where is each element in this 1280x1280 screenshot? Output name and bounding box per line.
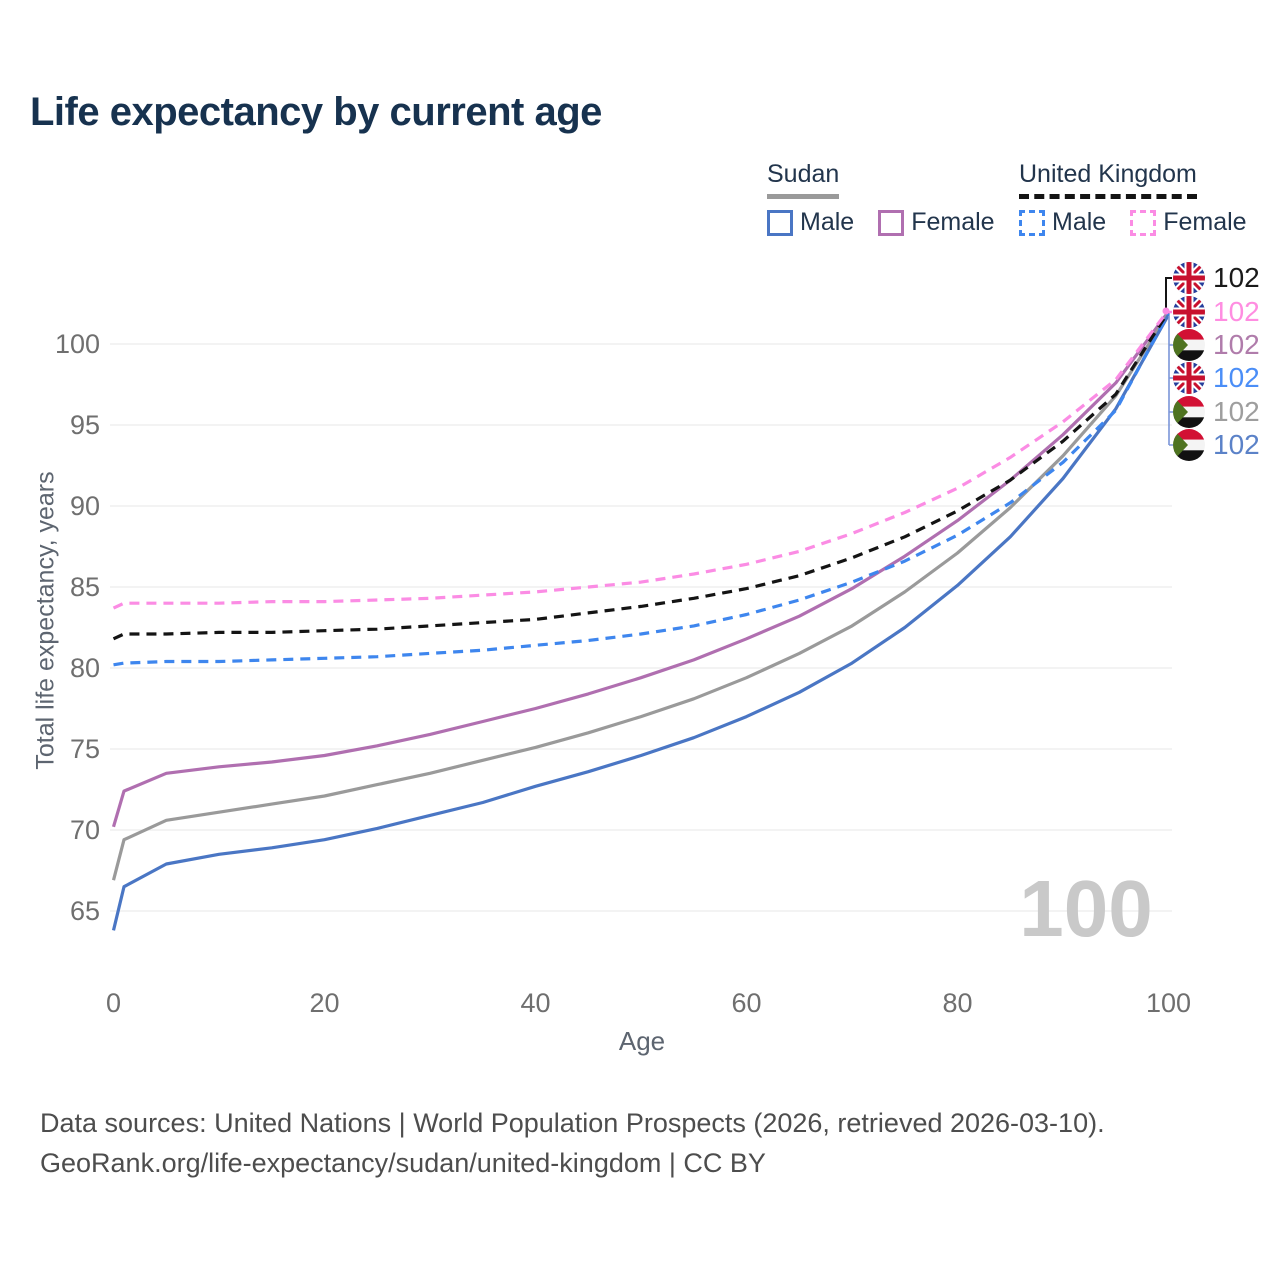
- x-tick-label: 100: [1146, 988, 1191, 1018]
- legend-label-sudan-male: Male: [800, 208, 855, 236]
- end-label-value: 102: [1213, 429, 1260, 460]
- series-line-united-kingdom-female: [112, 309, 1170, 610]
- legend-label-sudan-female: Female: [911, 208, 995, 236]
- y-tick-label: 85: [70, 572, 100, 602]
- y-axis-title: Total life expectancy, years: [31, 471, 60, 770]
- line-chart: 65 70 75 80 85 90 95 100 0 20 40 60 80 100 100: [55, 277, 1191, 1018]
- y-tick-label: 95: [70, 410, 100, 440]
- x-tick-label: 20: [309, 988, 339, 1018]
- end-label-united-kingdom-female: 102: [1173, 296, 1260, 328]
- end-label-sudan-both-sexes: 102: [1173, 396, 1260, 428]
- leader-line-uk-both: [1165, 277, 1172, 308]
- x-tick-label: 40: [520, 988, 550, 1018]
- end-label-value: 102: [1213, 396, 1260, 427]
- legend-group-sudan: Sudan Male Female: [767, 160, 1019, 237]
- x-axis-title: Age: [618, 1026, 666, 1056]
- sudan-flag-icon: [1173, 396, 1205, 428]
- legend-item-sudan-male[interactable]: Male: [767, 208, 854, 237]
- series-line-sudan-both: [111, 312, 1170, 881]
- sudan-flag-icon: [1173, 429, 1205, 461]
- series-line-sudan-male: [111, 314, 1170, 931]
- legend-swatch-sudan-female[interactable]: [878, 209, 905, 236]
- end-label-value: 102: [1213, 296, 1260, 327]
- y-tick-label: 100: [55, 329, 100, 359]
- series-line-united-kingdom-both: [112, 310, 1170, 641]
- legend-title-uk: United Kingdom: [1019, 160, 1197, 199]
- y-tick-label: 70: [70, 815, 100, 845]
- convergence-marker: [1162, 307, 1170, 315]
- end-label-value: 102: [1213, 362, 1260, 393]
- uk-flag-icon: [1173, 262, 1205, 294]
- series-line-sudan-female: [111, 310, 1170, 828]
- end-label-united-kingdom-male: 102: [1173, 362, 1260, 394]
- legend-label-uk-female: Female: [1163, 208, 1247, 236]
- y-tick-label: 90: [70, 491, 100, 521]
- legend-item-uk-female[interactable]: Female: [1130, 208, 1247, 237]
- y-tick-label: 75: [70, 734, 100, 764]
- end-label-value: 102: [1213, 262, 1260, 293]
- y-tick-label: 80: [70, 653, 100, 683]
- age-watermark: 100: [1019, 864, 1152, 953]
- footer-data-sources: Data sources: United Nations | World Pop…: [40, 1108, 1105, 1138]
- uk-flag-icon: [1173, 296, 1205, 328]
- end-label-sudan-male: 102: [1173, 429, 1260, 461]
- legend-swatch-sudan-male[interactable]: [767, 209, 793, 236]
- sudan-flag-icon: [1173, 329, 1205, 361]
- legend-swatch-uk-female[interactable]: [1130, 209, 1157, 236]
- x-tick-label: 60: [731, 988, 761, 1018]
- legend-item-uk-male[interactable]: Male: [1019, 208, 1106, 237]
- uk-flag-icon: [1173, 362, 1205, 394]
- legend-label-uk-male: Male: [1052, 208, 1107, 236]
- legend-swatch-uk-male[interactable]: [1019, 209, 1045, 236]
- end-label-sudan-female: 102: [1173, 329, 1260, 361]
- page-title: Life expectancy by current age: [30, 90, 602, 134]
- legend-title-sudan: Sudan: [767, 160, 840, 199]
- x-tick-label: 0: [106, 988, 121, 1018]
- footer-attribution: GeoRank.org/life-expectancy/sudan/united…: [40, 1148, 766, 1178]
- end-label-value: 102: [1213, 329, 1260, 360]
- y-tick-label: 65: [70, 896, 100, 926]
- series-line-united-kingdom-male: [113, 312, 1170, 667]
- legend-group-uk: United Kingdom Male Female: [1019, 160, 1271, 237]
- x-tick-label: 80: [942, 988, 972, 1018]
- legend-item-sudan-female[interactable]: Female: [878, 208, 995, 237]
- end-label-united-kingdom-both-sexes: 102: [1173, 262, 1260, 294]
- leader-line-bracket: [1168, 316, 1173, 446]
